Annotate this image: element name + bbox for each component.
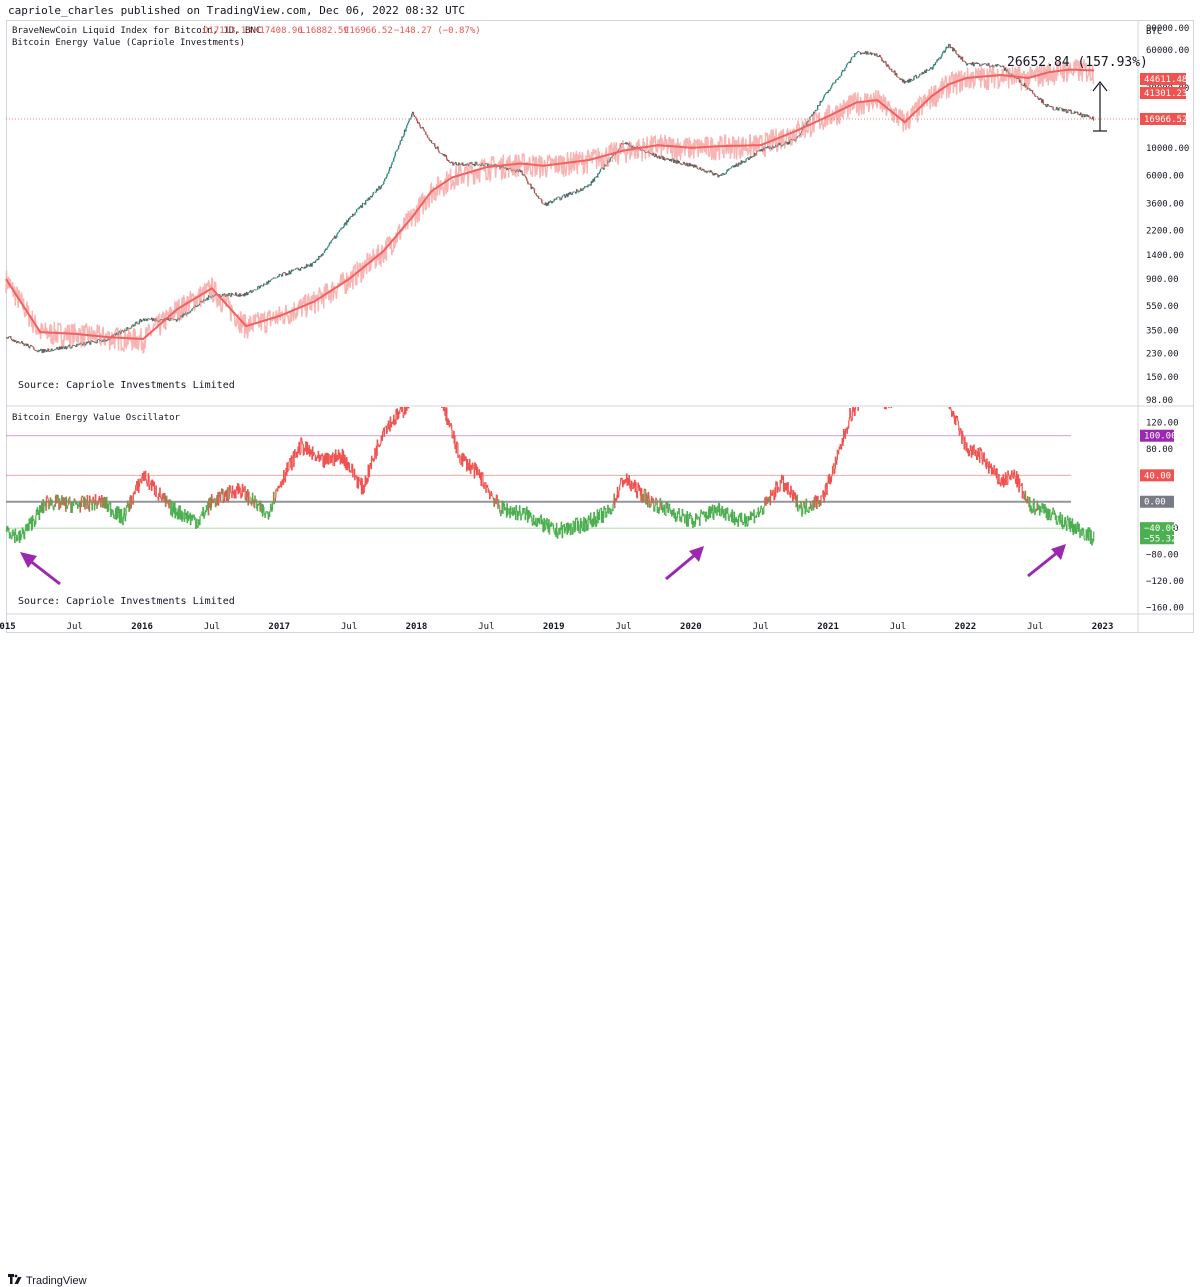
price-pane[interactable]: BraveNewCoin Liquid Index for Bitcoin, 1…: [5, 24, 1189, 406]
price-label-text: 41301.23: [1144, 89, 1187, 99]
oscillator-levels: [6, 435, 1071, 529]
price-tick-label: 350.00: [1146, 327, 1179, 337]
bottom-arrows: [20, 544, 1066, 586]
time-tick-label: Jul: [890, 622, 906, 632]
time-tick-label: 2022: [954, 622, 976, 632]
time-tick-label: 2018: [406, 622, 428, 632]
price-tick-label: 3600.00: [1146, 200, 1184, 210]
osc-last-label-text: −55.32: [1144, 534, 1177, 544]
osc-tick-label: −80.00: [1146, 551, 1179, 561]
time-tick-label: Jul: [615, 622, 631, 632]
osc-level-label-box: [1140, 469, 1174, 482]
time-tick-label: Jul: [204, 622, 220, 632]
tradingview-brand: TradingView: [26, 1275, 87, 1287]
osc-level-label-box: [1140, 495, 1174, 508]
osc-last-label-box: [1140, 532, 1174, 545]
price-tick-label: 150.00: [1146, 373, 1179, 383]
price-tick-label: 550.00: [1146, 302, 1179, 312]
osc-level-label-text: 40.00: [1144, 471, 1171, 481]
time-tick-label: 2021: [817, 622, 839, 632]
price-tick-label: 90000.00: [1146, 24, 1189, 34]
oscillator-labels: 100.00 40.00 0.00 −40.00−55.32: [1140, 429, 1177, 545]
price-tick-label: 1400.00: [1146, 251, 1184, 261]
price-labels: 44611.48 41301.23 16966.52: [1140, 73, 1187, 125]
price-tick-label: 2200.00: [1146, 226, 1184, 236]
price-tick-label: 6000.00: [1146, 172, 1184, 182]
osc-title: Bitcoin Energy Value Oscillator: [12, 413, 181, 423]
osc-level-label-text: 100.00: [1144, 432, 1177, 442]
price-label-text: 16966.52: [1144, 115, 1187, 125]
time-tick-label: 2020: [680, 622, 702, 632]
bev-band-series: [5, 58, 1095, 355]
arrow-2020-icon: [665, 546, 704, 581]
osc-tick-label: −160.00: [1146, 603, 1184, 613]
chart-frame: [6, 20, 1194, 633]
price-title: BraveNewCoin Liquid Index for Bitcoin, 1…: [12, 26, 261, 36]
osc-tick-label: 80.00: [1146, 445, 1173, 455]
price-subtitle: Bitcoin Energy Value (Capriole Investmen…: [12, 38, 245, 48]
chart-svg[interactable]: BraveNewCoin Liquid Index for Bitcoin, 1…: [0, 0, 1200, 661]
ohlc-change: −148.27 (−0.87%): [394, 26, 481, 36]
osc-source-annotation: Source: Capriole Investments Limited: [18, 596, 235, 607]
price-label-box: [1140, 112, 1186, 125]
ohlc-readout: O17113.13 H17408.96 L16882.59 C16966.52 …: [203, 26, 481, 36]
time-tick-label: Jul: [341, 622, 357, 632]
header: capriole_charles published on TradingVie…: [0, 0, 1200, 20]
footer: TradingView: [0, 634, 1200, 1287]
bev-series-line: [5, 68, 1095, 341]
time-tick-label: Jul: [478, 622, 494, 632]
published-by-text: capriole_charles published on TradingVie…: [8, 4, 465, 17]
arrow-2022-icon: [1027, 544, 1066, 578]
time-tick-label: Jul: [1027, 622, 1043, 632]
price-tick-label: 60000.00: [1146, 46, 1189, 56]
oscillator-series-group: [5, 407, 1095, 546]
oscillator-pane[interactable]: Bitcoin Energy Value Oscillator Source: …: [5, 407, 1184, 614]
oscillator-axis-ticks: 120.00 80.00 40.00 0.00 −40.00 −80.00 −120.00 −…: [1146, 419, 1184, 614]
tradingview-logo-icon: [8, 1274, 22, 1284]
price-axis-ticks: 90000.0060000.0030000.0010000.006000.003…: [1146, 24, 1189, 406]
price-tick-label: 230.00: [1146, 349, 1179, 359]
price-tick-label: 900.00: [1146, 275, 1179, 285]
price-label-box: [1140, 87, 1186, 99]
measure-tool[interactable]: 26652.84 (157.93%): [1007, 55, 1148, 132]
osc-tick-label: 120.00: [1146, 419, 1179, 429]
price-label-box: [1140, 73, 1186, 85]
ohlc-low: L16882.59: [300, 26, 349, 36]
osc-level-label-box: [1140, 429, 1174, 442]
time-tick-label: Jul: [753, 622, 769, 632]
ohlc-close: C16966.52: [344, 26, 393, 36]
osc-level-label-text: 0.00: [1144, 498, 1166, 508]
price-tick-label: 10000.00: [1146, 144, 1189, 154]
time-tick-label: Jul: [67, 622, 83, 632]
price-series-group: [5, 43, 1095, 355]
measure-arrow-head: [1092, 81, 1108, 92]
price-tick-label: 98.00: [1146, 396, 1173, 406]
osc-tick-label: −120.00: [1146, 577, 1184, 587]
osc-level-label-text: −40.00: [1144, 524, 1177, 534]
price-series-line: [5, 43, 1094, 354]
ohlc-open: O17113.13: [203, 26, 252, 36]
time-tick-label: 2019: [543, 622, 565, 632]
time-tick-label: 2016: [131, 622, 153, 632]
price-source-annotation: Source: Capriole Investments Limited: [18, 380, 235, 391]
time-tick-label: 2017: [268, 622, 290, 632]
time-tick-label: 2023: [1092, 622, 1114, 632]
measure-label: 26652.84 (157.93%): [1007, 55, 1148, 70]
price-label-text: 44611.48: [1144, 75, 1187, 85]
ohlc-high: H17408.96: [254, 26, 303, 36]
axis-unit-label: BTC: [1146, 27, 1162, 37]
arrow-2015-icon: [20, 552, 61, 586]
osc-level-label-box: [1140, 522, 1174, 535]
